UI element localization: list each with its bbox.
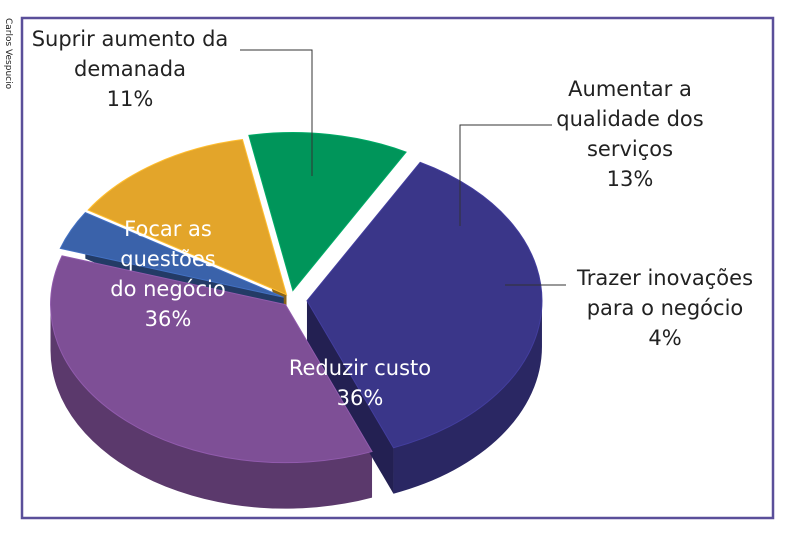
slice-label: Aumentar a qualidade dos serviços <box>556 77 703 161</box>
slice <box>59 212 284 298</box>
value-label: 4% <box>648 326 681 350</box>
value-label: 13% <box>607 167 654 191</box>
credit: Carlos Vespucio <box>3 18 13 90</box>
slice <box>87 138 288 296</box>
labels: Suprir aumento da demanada 11% Aumentar a qu… <box>32 27 753 410</box>
slice <box>50 255 373 464</box>
slice <box>248 132 407 292</box>
value-label: 11% <box>107 87 154 111</box>
slice-side <box>50 304 373 509</box>
slice-wall <box>306 300 394 494</box>
slice-label: Suprir aumento da demanada <box>32 27 229 81</box>
slice-label: Focar as questões do negócio <box>110 217 226 301</box>
slice-label: Trazer inovações para o negócio <box>576 266 753 320</box>
pie <box>50 132 543 509</box>
value-label: 36% <box>145 307 192 331</box>
slice-side <box>393 300 542 494</box>
slice-label: Reduzir custo <box>289 356 431 380</box>
leader-line <box>240 49 313 176</box>
value-label: 36% <box>337 386 384 410</box>
slice <box>306 161 543 449</box>
leader-line <box>459 124 552 226</box>
